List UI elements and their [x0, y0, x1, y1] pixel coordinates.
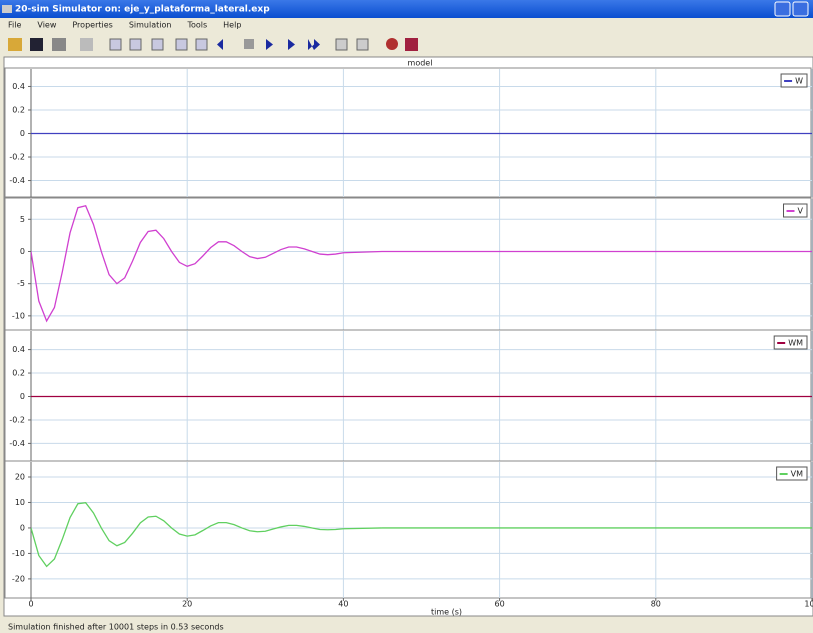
y-tick-label: -10 [12, 311, 25, 320]
y-tick-label: -20 [12, 574, 25, 583]
tool-button[interactable] [356, 38, 369, 51]
legend: VM [776, 466, 808, 481]
tool-button[interactable] [195, 38, 208, 51]
menu-item[interactable]: Help [223, 21, 241, 30]
toolbar [8, 38, 418, 51]
x-tick-label: 40 [338, 600, 348, 609]
open-button[interactable] [8, 38, 22, 51]
y-tick-label: 5 [20, 215, 25, 224]
plot-title: model [408, 59, 433, 68]
menu-bar: File View Properties Simulation Tools Help [8, 21, 241, 30]
y-tick-label: -0.2 [9, 153, 25, 162]
legend-box [783, 203, 808, 218]
y-tick-label: 0 [20, 392, 25, 401]
minimize-button[interactable] [774, 1, 791, 17]
help-button[interactable] [405, 38, 418, 51]
settings-button[interactable] [386, 38, 398, 50]
menu-item[interactable]: Tools [186, 21, 207, 30]
tool-button[interactable] [335, 38, 348, 51]
step-button[interactable] [266, 39, 273, 50]
x-tick-label: 0 [28, 600, 33, 609]
y-tick-label: 0.4 [12, 345, 25, 354]
y-tick-label: 0 [20, 247, 25, 256]
series-line [31, 205, 812, 323]
y-tick-label: 0.2 [12, 105, 25, 114]
menu-item[interactable]: Properties [72, 21, 112, 30]
menu-item[interactable]: File [8, 21, 21, 30]
maximize-button[interactable] [792, 1, 809, 17]
legend-label: WM [788, 339, 803, 348]
y-tick-label: 0.2 [12, 369, 25, 378]
menu-item[interactable]: Simulation [129, 21, 172, 30]
panel-frame [4, 460, 812, 599]
y-tick-label: -10 [12, 549, 25, 558]
app-icon [2, 5, 12, 13]
x-tick-label: 60 [495, 600, 505, 609]
x-tick-label: 20 [182, 600, 192, 609]
rewind-button[interactable] [217, 39, 223, 50]
y-tick-label: -0.4 [9, 176, 25, 185]
legend-label: W [795, 77, 803, 86]
tool-button[interactable] [151, 38, 164, 51]
y-tick-label: -0.2 [9, 415, 25, 424]
title-bar [0, 0, 813, 18]
x-tick-label: 80 [651, 600, 661, 609]
run-button[interactable] [288, 39, 295, 50]
legend: WM [773, 335, 808, 350]
legend-box [780, 73, 808, 88]
series-line [31, 502, 812, 568]
y-tick-label: 0 [20, 523, 25, 532]
legend-box [773, 335, 808, 350]
save-button[interactable] [30, 38, 43, 51]
x-tick-label: 100 [804, 600, 813, 609]
y-tick-label: -5 [17, 279, 25, 288]
legend-label: VM [791, 470, 803, 479]
legend: V [783, 203, 808, 218]
tool-button[interactable] [109, 38, 122, 51]
y-tick-label: 0.4 [12, 82, 25, 91]
legend: W [780, 73, 808, 88]
copy-button[interactable] [80, 38, 93, 51]
legend-label: V [798, 207, 804, 216]
legend-box [776, 466, 808, 481]
status-bar: Simulation finished after 10001 steps in… [8, 623, 224, 632]
panel-frame [4, 67, 812, 198]
stop-button[interactable] [244, 39, 254, 49]
tool-button[interactable] [129, 38, 142, 51]
plot-window [3, 56, 813, 617]
y-tick-label: -0.4 [9, 439, 25, 448]
tool-button[interactable] [175, 38, 188, 51]
menu-item[interactable]: View [37, 21, 56, 30]
fast-forward-button[interactable] [308, 39, 320, 50]
y-tick-label: 0 [20, 129, 25, 138]
y-tick-label: 10 [15, 498, 25, 507]
x-axis-label: time (s) [431, 608, 462, 617]
print-button[interactable] [52, 38, 66, 51]
window-title: 20-sim Simulator on: eje_y_plataforma_la… [15, 5, 270, 15]
y-tick-label: 20 [15, 473, 25, 482]
